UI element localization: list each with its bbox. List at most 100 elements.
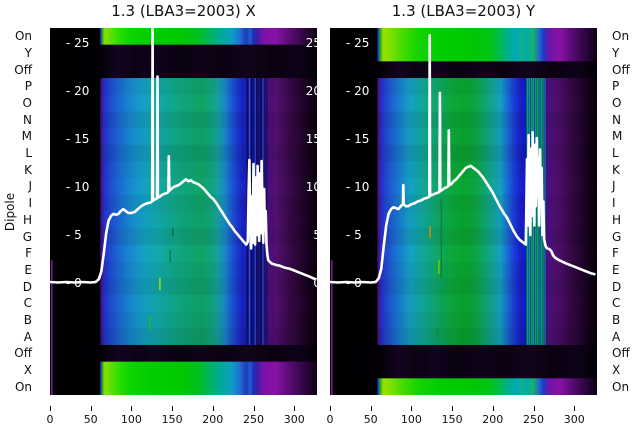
row-shade <box>50 278 317 296</box>
y-tick-label-left-5: - 5 <box>346 228 362 242</box>
row-shade <box>50 144 317 163</box>
heatmap-row-o <box>50 94 317 113</box>
heatmap-svg-1: - 0 - 5 - 10 - 15 - 20 - 25 <box>330 28 597 423</box>
x-tick-300 <box>294 406 296 411</box>
row-label-a-right: A <box>612 330 621 344</box>
row-label-p-left: P <box>24 79 32 93</box>
y-tick-label-left-0: - 0 <box>66 276 82 290</box>
row-label-k-right: K <box>612 163 620 177</box>
speck-mark <box>441 290 443 302</box>
x-tick-150 <box>452 406 454 411</box>
row-shade <box>50 194 317 213</box>
heatmap-row-off <box>330 344 597 363</box>
row-shade <box>50 212 317 229</box>
heatmap-panel-y: - 0 - 5 - 10 - 15 - 20 - 25 <box>330 28 597 423</box>
row-label-on-right: On <box>612 29 630 43</box>
burst-stripe <box>536 78 538 345</box>
row-shade <box>50 161 317 178</box>
y-tick-label-right-15: 15 <box>306 132 317 146</box>
row-label-c-right: C <box>612 296 621 310</box>
heatmap-row-on <box>50 28 317 46</box>
power-curve <box>50 28 317 284</box>
row-label-o-left: O <box>22 96 32 110</box>
x-tick-100 <box>131 406 133 411</box>
row-shade <box>330 144 597 163</box>
row-label-on-left: On <box>14 380 32 394</box>
row-label-i-left: I <box>28 196 32 210</box>
x-tick-200 <box>212 406 214 411</box>
x-tick-label-0: 0 <box>326 413 334 426</box>
heatmap-row-f <box>330 244 597 263</box>
x-tick-label-300: 300 <box>563 413 585 426</box>
row-label-off-right: Off <box>612 63 630 77</box>
y-tick-label-right-10: 10 <box>306 180 317 194</box>
speck-mark <box>51 260 53 423</box>
x-tick-300 <box>574 406 576 411</box>
row-shade <box>50 328 317 346</box>
row-label-j-right: J <box>612 179 616 193</box>
y-tick-label-left-0: - 0 <box>346 276 362 290</box>
y-tick-label-left-5: - 5 <box>66 228 82 242</box>
panel-title-y: 1.3 (LBA3=2003) Y <box>391 2 536 20</box>
row-label-x-right: X <box>612 363 621 377</box>
heatmap-row-f <box>50 244 317 263</box>
speck-mark <box>159 278 161 290</box>
row-shade <box>50 311 317 329</box>
heatmap-row-e <box>330 261 597 279</box>
heatmap-row-o <box>330 94 597 113</box>
row-shade <box>330 111 597 129</box>
y-tick-label-left-10: - 10 <box>66 180 89 194</box>
speck-mark <box>438 260 440 274</box>
speck-mark <box>436 328 438 338</box>
heatmap-row-p <box>330 78 597 96</box>
row-label-p-right: P <box>612 79 620 93</box>
y-tick-label-left-10: - 10 <box>346 180 369 194</box>
x-tick-label-100: 100 <box>120 413 142 426</box>
row-shade <box>50 111 317 129</box>
row-label-y-right: Y <box>612 46 620 60</box>
row-label-d-right: D <box>612 280 622 294</box>
speck-mark <box>440 198 442 278</box>
row-label-f-right: F <box>612 246 619 260</box>
speck-mark <box>429 226 431 238</box>
heatmap-row-y <box>330 44 597 62</box>
row-shade <box>330 295 597 312</box>
y-tick-label-left-25: - 25 <box>66 36 89 50</box>
x-tick-label-250: 250 <box>523 413 544 426</box>
row-shade <box>50 228 317 246</box>
row-label-y-left: Y <box>24 46 32 60</box>
row-label-n-right: N <box>612 113 621 127</box>
heatmap-row-a <box>330 328 597 346</box>
row-label-e-right: E <box>612 263 620 277</box>
row-label-c-left: C <box>23 296 32 310</box>
heatmap-row-x <box>50 361 317 379</box>
y-tick-label-left-20: - 20 <box>346 84 369 98</box>
x-tick-250 <box>533 406 535 411</box>
heatmap-row-on <box>330 28 597 46</box>
row-shade <box>330 78 597 96</box>
row-shade <box>330 311 597 329</box>
x-tick-100 <box>411 406 413 411</box>
x-tick-label-200: 200 <box>202 413 224 426</box>
heatmap-row-n <box>330 111 597 129</box>
heatmap-row-b <box>330 311 597 329</box>
heatmap-row-off <box>50 344 317 363</box>
heatmap-svg-0: - 0 0 - 5 5 - 10 10 - 15 15 - 20 20 - 25 25 <box>50 28 321 423</box>
x-tick-0 <box>50 406 51 411</box>
heatmap-row-d <box>330 278 597 296</box>
row-label-l-left: L <box>25 146 32 160</box>
heatmap-row-m <box>330 128 597 146</box>
x-tick-0 <box>330 406 331 411</box>
row-label-n-left: N <box>23 113 32 127</box>
y-tick-label-left-20: - 20 <box>66 84 89 98</box>
burst-stripe <box>544 78 546 345</box>
row-label-h-left: H <box>22 213 32 227</box>
row-label-off-right: Off <box>612 346 630 360</box>
row-shade <box>330 261 597 279</box>
row-label-f-left: F <box>25 246 32 260</box>
heatmap-row-j <box>330 178 597 196</box>
heatmap-row-off <box>50 61 317 79</box>
speck-mark <box>331 260 333 423</box>
row-label-g-left: G <box>22 230 32 244</box>
y-tick-label-left-15: - 15 <box>66 132 89 146</box>
